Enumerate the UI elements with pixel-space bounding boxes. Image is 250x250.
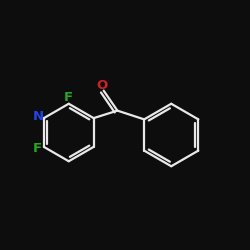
- Text: F: F: [32, 142, 42, 156]
- Text: F: F: [64, 91, 73, 104]
- Text: O: O: [96, 78, 107, 92]
- Text: N: N: [33, 110, 44, 122]
